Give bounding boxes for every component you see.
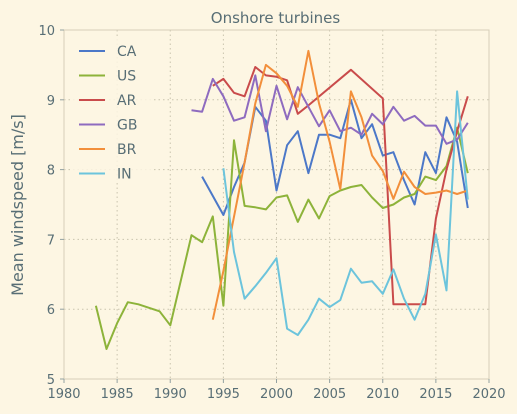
series-line-gb	[191, 74, 469, 145]
y-tick-label: 9	[47, 94, 55, 109]
legend-label-in: IN	[117, 167, 132, 183]
legend-label-ca: CA	[117, 44, 137, 60]
legend-box	[71, 37, 153, 182]
y-tick-label: 7	[47, 233, 55, 248]
series-line-br	[211, 49, 469, 320]
series-line-ca	[201, 98, 469, 216]
axes: 1980 1985 1990 1995 2000 2005 2010 2015 2020 5 6 7 8…	[38, 24, 505, 402]
x-tick-label: 2010	[366, 387, 399, 402]
legend-label-ar: AR	[117, 93, 137, 109]
y-tick-label: 5	[47, 373, 55, 388]
x-tick-label: 2015	[419, 387, 452, 402]
x-tick-label: 1980	[47, 387, 80, 402]
y-tick-label: 10	[38, 24, 55, 39]
x-tick-label: 2000	[260, 387, 293, 402]
x-tick-label: 1995	[207, 387, 240, 402]
series-line-us	[94, 126, 469, 350]
x-tick-label: 2005	[313, 387, 346, 402]
series-line-ar	[212, 66, 469, 306]
x-tick-label: 1985	[101, 387, 134, 402]
legend-label-us: US	[117, 69, 136, 85]
x-tick-label: 2020	[472, 387, 505, 402]
y-axis-label: Mean windspeed [m/s]	[8, 114, 27, 296]
y-tick-label: 6	[47, 303, 55, 318]
legend-label-gb: GB	[117, 118, 137, 134]
series-line-in	[222, 90, 469, 336]
legend: CA US AR GB BR IN	[71, 37, 153, 183]
y-tick-label: 8	[47, 164, 55, 179]
legend-label-br: BR	[117, 142, 137, 158]
series-lines	[94, 49, 469, 350]
chart-title: Onshore turbines	[211, 9, 341, 27]
x-tick-label: 1990	[154, 387, 187, 402]
